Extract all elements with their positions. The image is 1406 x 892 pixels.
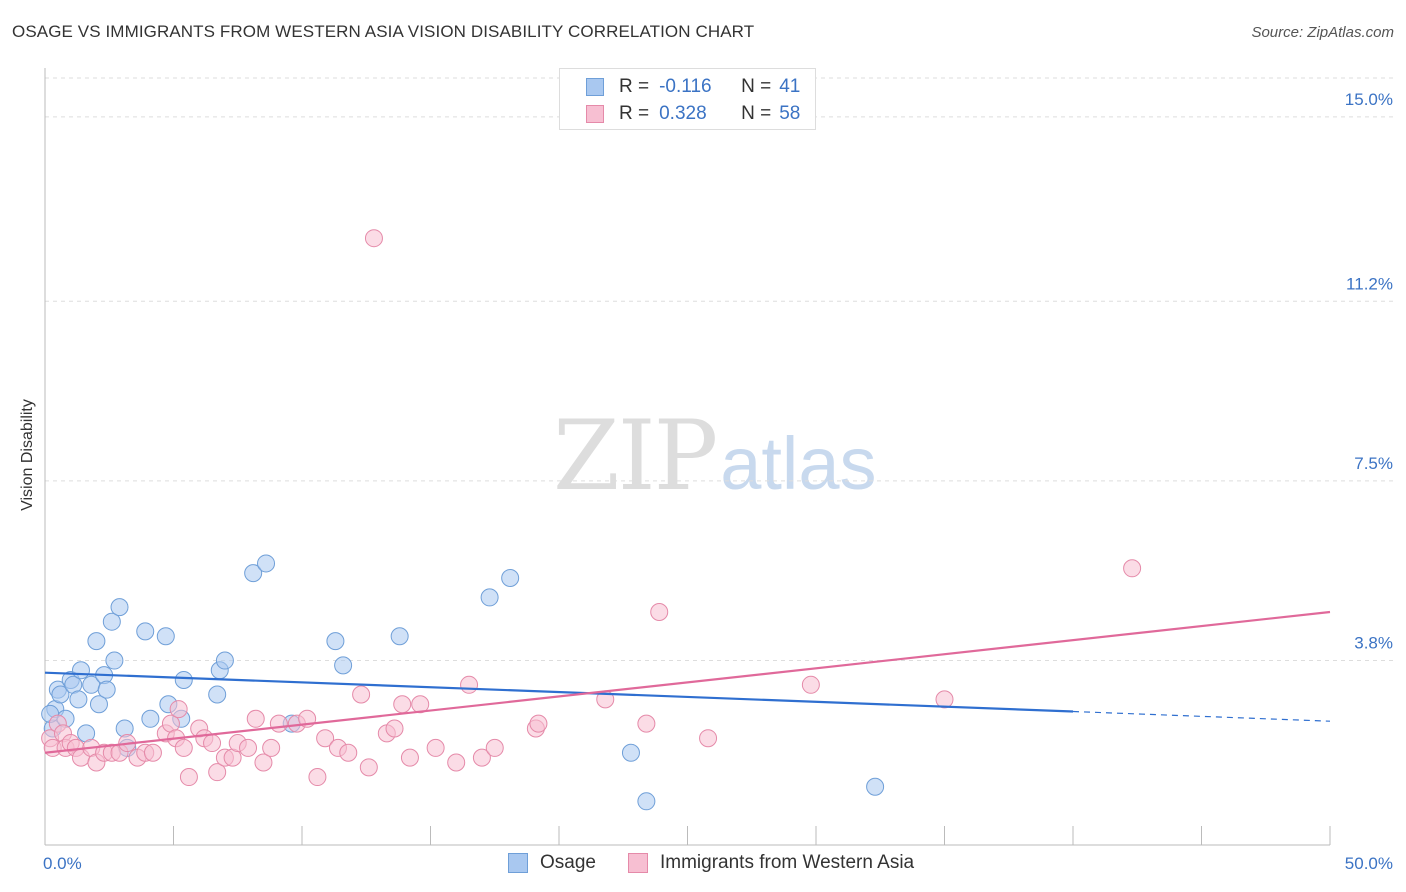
series-legend-western-asia: Immigrants from Western Asia: [628, 852, 914, 874]
legend-r-label: R =: [619, 103, 650, 124]
legend-n-value: 58: [779, 103, 801, 124]
osage-point: [105, 651, 124, 670]
osage-point: [110, 598, 129, 617]
watermark-atlas: atlas: [720, 422, 877, 505]
osage-point: [621, 743, 640, 762]
source-credit: Source: ZipAtlas.com: [1251, 24, 1394, 41]
osage-point: [102, 612, 121, 631]
western-asia-point: [426, 738, 445, 757]
watermark: ZIPatlas: [553, 400, 877, 512]
osage-point: [89, 695, 108, 714]
osage-point: [141, 709, 160, 728]
osage-point: [257, 554, 276, 573]
western-asia-point: [1123, 559, 1142, 578]
osage-trend-line: [44, 671, 1074, 713]
points-layer: [41, 229, 1142, 811]
osage-point: [215, 651, 234, 670]
western-asia-point: [352, 685, 371, 704]
legend-r-label: R =: [619, 76, 650, 97]
osage-point: [208, 685, 227, 704]
x-tick-label-left: 0.0%: [43, 854, 82, 873]
osage-point: [156, 627, 175, 646]
osage-point: [866, 777, 885, 796]
legend-row-osage: R = -0.116 N = 41: [586, 75, 801, 99]
western-asia-point: [400, 748, 419, 767]
osage-point: [97, 680, 116, 699]
y-tick-label: 15.0%: [1345, 90, 1393, 109]
western-asia-point: [529, 714, 548, 733]
legend-r-value: 0.328: [659, 103, 707, 124]
western-asia-point: [472, 748, 491, 767]
western-asia-point: [254, 753, 273, 772]
legend-n-label: N =: [741, 103, 772, 124]
osage-point: [244, 564, 263, 583]
legend-n-label: N =: [741, 76, 772, 97]
y-tick-label: 3.8%: [1354, 634, 1393, 653]
chart-title: OSAGE VS IMMIGRANTS FROM WESTERN ASIA VI…: [12, 22, 755, 41]
tick-label-layer: 3.8% 7.5% 11.2% 15.0% 0.0% 50.0%: [43, 90, 1393, 873]
series-label-osage: Osage: [540, 852, 596, 873]
x-tick-label-right: 50.0%: [1345, 854, 1393, 873]
osage-point: [51, 685, 70, 704]
western-asia-point: [447, 753, 466, 772]
legend-n-value: 41: [779, 76, 801, 97]
osage-point: [326, 632, 345, 651]
western-asia-trend-line: [44, 610, 1331, 754]
trend-layer: [44, 610, 1331, 754]
western-asia-point: [485, 738, 504, 757]
osage-point: [136, 622, 155, 641]
western-asia-point: [650, 602, 669, 621]
osage-point: [480, 588, 499, 607]
series-swatch-osage: [508, 853, 528, 873]
western-asia-point: [801, 675, 820, 694]
western-asia-point: [179, 768, 198, 787]
western-asia-point: [385, 719, 404, 738]
western-asia-point: [339, 743, 358, 762]
western-asia-point: [699, 729, 718, 748]
western-asia-point: [637, 714, 656, 733]
western-asia-point: [262, 738, 281, 757]
western-asia-point: [364, 229, 383, 248]
western-asia-point: [269, 714, 288, 733]
series-legend-osage: Osage: [508, 852, 596, 874]
western-asia-point: [208, 763, 227, 782]
osage-point: [71, 661, 90, 680]
western-asia-point: [935, 690, 954, 709]
osage-point: [501, 569, 520, 588]
osage-point: [390, 627, 409, 646]
axis-layer: [44, 68, 1331, 846]
correlation-legend: R = -0.116 N = 41 R = 0.328 N = 58: [559, 68, 816, 130]
western-asia-point: [460, 675, 479, 694]
watermark-zip: ZIP: [553, 400, 718, 512]
western-asia-point: [239, 738, 258, 757]
osage-point: [334, 656, 353, 675]
legend-row-western-asia: R = 0.328 N = 58: [586, 102, 801, 126]
western-asia-point: [169, 700, 188, 719]
osage-point: [174, 670, 193, 689]
legend-swatch-western-asia: [586, 105, 604, 123]
osage-point: [69, 690, 88, 709]
osage-trend-extension: [1072, 710, 1331, 722]
western-asia-point: [359, 758, 378, 777]
western-asia-point: [203, 734, 222, 753]
series-legend: Osage Immigrants from Western Asia: [0, 852, 1406, 878]
osage-point: [637, 792, 656, 811]
series-swatch-western-asia: [628, 853, 648, 873]
western-asia-point: [308, 768, 327, 787]
series-label-western-asia: Immigrants from Western Asia: [660, 852, 915, 873]
western-asia-point: [174, 738, 193, 757]
osage-point: [87, 632, 106, 651]
y-tick-label: 7.5%: [1354, 454, 1393, 473]
western-asia-point: [246, 709, 265, 728]
western-asia-point: [143, 743, 162, 762]
legend-r-value: -0.116: [659, 76, 712, 97]
y-tick-label: 11.2%: [1346, 274, 1393, 293]
western-asia-point: [316, 729, 335, 748]
western-asia-point: [393, 695, 412, 714]
legend-swatch-osage: [586, 78, 604, 96]
